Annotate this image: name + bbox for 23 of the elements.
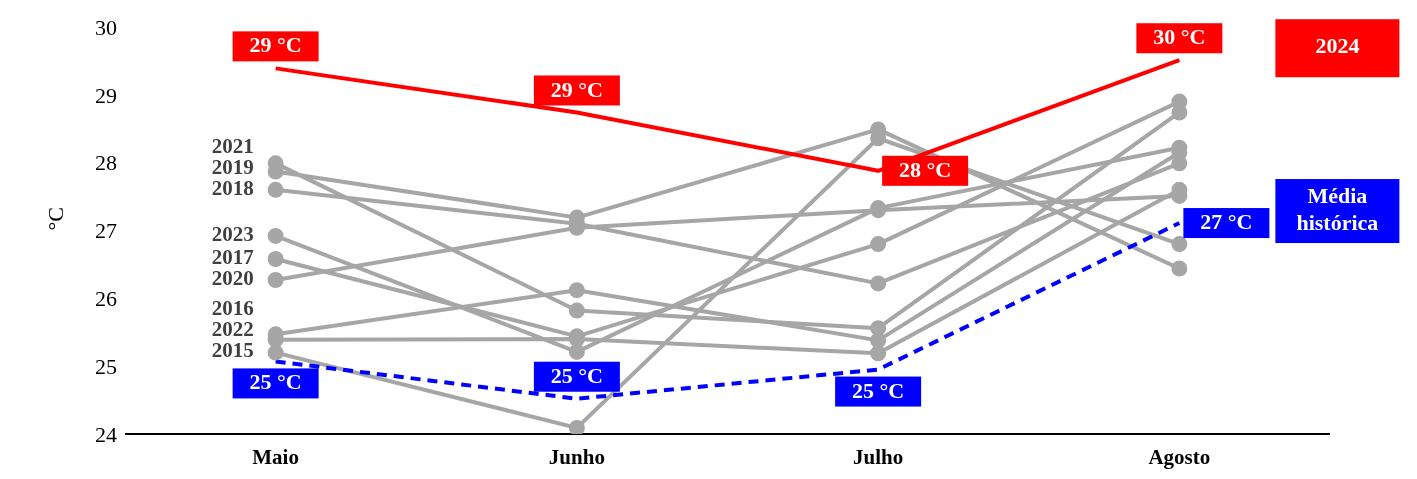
data-label: 28 °C [899, 156, 952, 182]
data-label: 29 °C [550, 76, 603, 102]
data-label: 25 °C [550, 362, 603, 388]
series-label: 2023 [211, 221, 254, 246]
text: 2024 [1315, 33, 1360, 59]
data-label: 27 °C [1200, 209, 1253, 235]
x-tick-label: Agosto [1148, 445, 1211, 469]
data-label: 30 °C [1153, 24, 1206, 50]
y-tick-label: 28 [95, 150, 117, 176]
y-axis-title: °C [42, 207, 68, 231]
y-tick-label: 27 [95, 218, 117, 244]
y-tick-label: 29 [95, 82, 117, 108]
data-label: 25 °C [249, 369, 302, 395]
y-tick-label: 30 [95, 14, 117, 40]
y-tick-label: 24 [95, 421, 117, 447]
x-tick-label: Junho [548, 445, 605, 469]
data-label: 25 °C [852, 377, 905, 403]
y-tick-label: 26 [95, 286, 117, 312]
x-tick-label: Maio [252, 445, 299, 469]
y-tick-label: 25 [95, 353, 117, 379]
legend-label: Média histórica [1296, 182, 1379, 235]
data-label: 29 °C [249, 32, 302, 58]
x-tick-label: Julho [853, 445, 904, 469]
